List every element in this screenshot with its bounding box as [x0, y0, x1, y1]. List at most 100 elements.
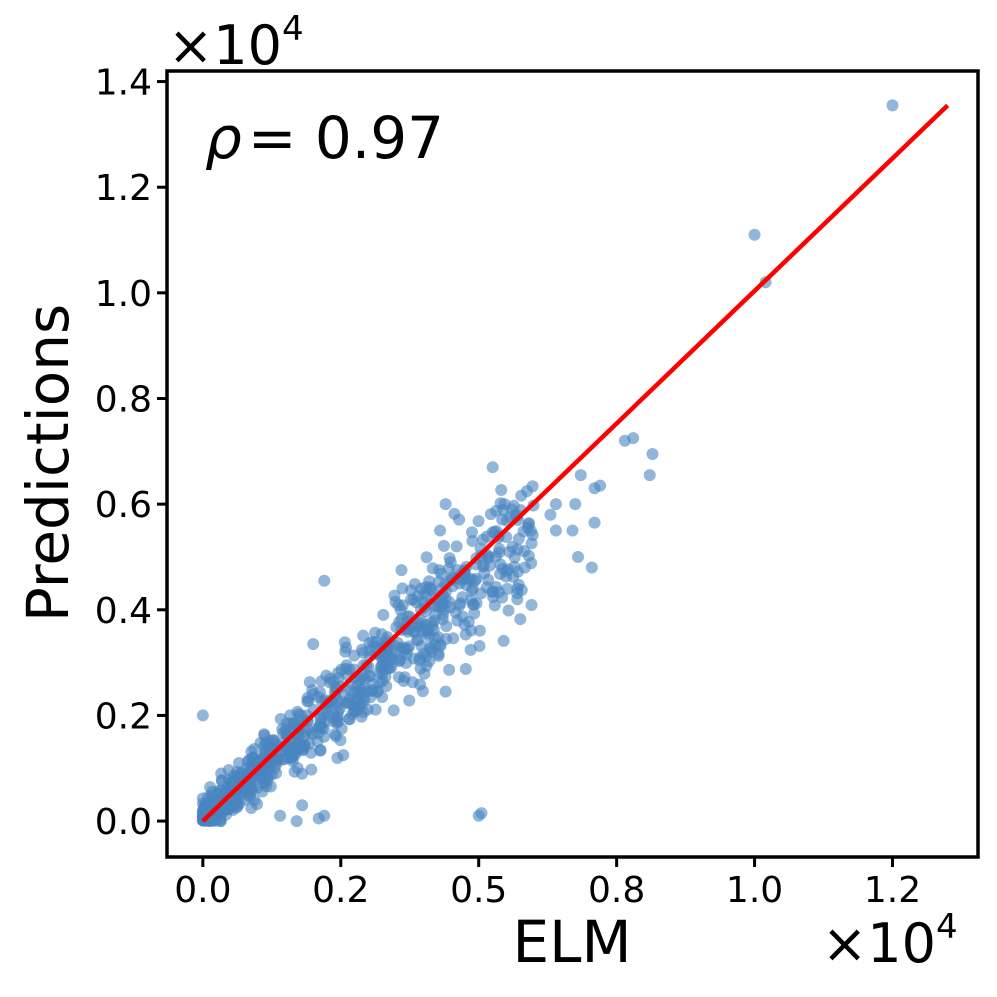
- data-point: [496, 513, 509, 526]
- x-tick-label: 1.2: [864, 870, 921, 911]
- data-point: [484, 508, 497, 521]
- data-point: [246, 758, 259, 771]
- data-point: [408, 625, 421, 638]
- data-point: [886, 99, 899, 112]
- data-point: [453, 599, 466, 612]
- data-point: [297, 741, 310, 754]
- x-tick-label: 0.5: [450, 870, 507, 911]
- y-offset-label: ×104: [168, 9, 304, 77]
- data-point: [487, 590, 500, 603]
- data-point: [549, 498, 562, 511]
- data-point: [442, 562, 455, 575]
- data-point: [331, 751, 344, 764]
- data-point: [514, 613, 527, 626]
- data-point: [343, 697, 356, 710]
- y-tick-label: 1.0: [95, 274, 152, 315]
- data-point: [439, 498, 452, 511]
- data-point: [400, 656, 413, 669]
- data-point: [503, 545, 516, 558]
- data-point: [348, 649, 361, 662]
- scatter-points: [196, 99, 899, 828]
- data-point: [415, 614, 428, 627]
- data-point: [274, 809, 287, 822]
- data-point: [515, 489, 528, 502]
- y-tick-label: 1.4: [95, 63, 152, 104]
- data-point: [264, 780, 277, 793]
- data-point: [426, 620, 439, 633]
- data-point: [330, 716, 343, 729]
- data-point: [467, 598, 480, 611]
- data-point: [618, 434, 631, 447]
- data-point: [338, 636, 351, 649]
- data-point: [444, 601, 457, 614]
- x-tick-label: 1.0: [726, 870, 783, 911]
- data-point: [334, 734, 347, 747]
- data-point: [569, 498, 582, 511]
- data-point: [459, 662, 472, 675]
- y-tick-label: 0.0: [95, 802, 152, 843]
- data-point: [290, 815, 303, 828]
- data-point: [443, 663, 456, 676]
- data-point: [566, 524, 579, 537]
- data-point: [521, 521, 534, 534]
- data-point: [394, 604, 407, 617]
- data-point: [495, 484, 508, 497]
- data-point: [343, 713, 356, 726]
- data-point: [414, 651, 427, 664]
- data-point: [298, 730, 311, 743]
- data-point: [231, 795, 244, 808]
- data-point: [423, 581, 436, 594]
- data-point: [440, 620, 453, 633]
- data-point: [426, 562, 439, 575]
- data-point: [475, 807, 488, 820]
- data-point: [260, 771, 273, 784]
- data-point: [518, 561, 531, 574]
- annotation-text: ρ = 0.97: [205, 104, 444, 172]
- data-point: [466, 534, 479, 547]
- data-point: [465, 584, 478, 597]
- x-axis-title: ELM: [512, 908, 631, 976]
- data-point: [305, 763, 318, 776]
- data-point: [406, 676, 419, 689]
- data-point: [214, 784, 227, 797]
- data-point: [377, 608, 390, 621]
- y-offset-exponent: 4: [282, 9, 304, 49]
- data-point: [375, 659, 388, 672]
- data-point: [464, 643, 477, 656]
- plot-frame: [165, 69, 980, 859]
- y-axis-ticks: 0.0 0.2 0.4 0.6 0.8 1.0 1.2 1.4: [95, 63, 167, 843]
- x-offset-label: ×104: [822, 907, 958, 975]
- x-offset-base: ×10: [822, 912, 936, 975]
- data-point: [511, 582, 524, 595]
- data-point: [248, 794, 261, 807]
- x-axis-ticks: 0.0 0.2 0.5 0.8 1.0 1.2: [174, 857, 921, 911]
- data-point: [395, 564, 408, 577]
- data-point: [450, 540, 463, 553]
- data-point: [204, 781, 217, 794]
- y-tick-label: 0.2: [95, 696, 152, 737]
- data-point: [572, 550, 585, 563]
- x-offset-exponent: 4: [936, 907, 958, 947]
- data-point: [574, 469, 587, 482]
- data-point: [196, 709, 209, 722]
- data-point: [215, 767, 228, 780]
- data-point: [315, 711, 328, 724]
- data-point: [307, 638, 320, 651]
- data-point: [387, 704, 400, 717]
- data-point: [254, 736, 267, 749]
- data-point: [268, 762, 281, 775]
- y-tick-label: 0.8: [95, 380, 152, 421]
- fit-line: [201, 103, 950, 823]
- y-tick-label: 1.2: [95, 168, 152, 209]
- data-point: [434, 524, 447, 537]
- data-point: [368, 640, 381, 653]
- data-point: [401, 642, 414, 655]
- data-point: [352, 701, 365, 714]
- data-point: [344, 684, 357, 697]
- data-point: [497, 634, 510, 647]
- data-point: [316, 721, 329, 734]
- data-point: [380, 680, 393, 693]
- data-point: [525, 598, 538, 611]
- data-point: [585, 561, 598, 574]
